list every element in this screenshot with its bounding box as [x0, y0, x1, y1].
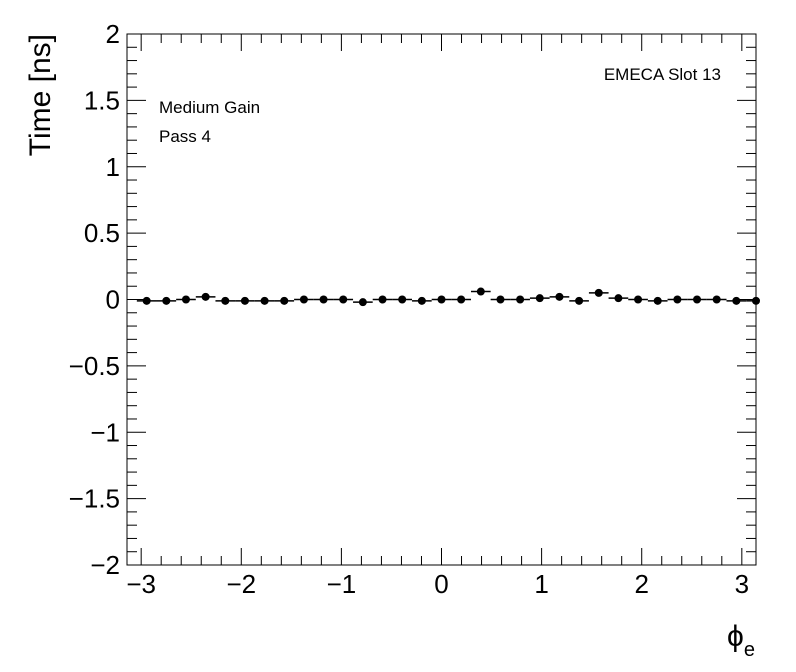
data-points: [136, 287, 760, 307]
data-point: [614, 294, 623, 303]
data-point: [142, 296, 151, 305]
data-point: [496, 295, 505, 304]
axis-ticks: [127, 33, 756, 566]
data-point: [240, 296, 249, 305]
y-tick-label: −1: [90, 417, 120, 447]
data-point: [378, 295, 387, 304]
data-point: [752, 296, 760, 305]
data-point: [594, 288, 603, 297]
data-point: [732, 296, 741, 305]
data-point: [634, 295, 643, 304]
data-point: [358, 298, 367, 307]
y-tick-label: 2: [106, 19, 120, 49]
data-point: [162, 296, 171, 305]
annotation-pass: Pass 4: [159, 127, 211, 146]
data-point: [555, 292, 564, 301]
data-point: [673, 295, 682, 304]
data-point: [181, 295, 190, 304]
data-point: [535, 294, 544, 303]
x-tick-label: 2: [634, 569, 648, 599]
y-tick-label: 1: [106, 152, 120, 182]
x-axis-title: ϕe: [727, 620, 755, 661]
data-point: [516, 295, 525, 304]
tick-labels: −3 −2 −1 0 1 2 3−2−1.5−1−0.500.511.52: [69, 19, 749, 599]
data-point: [280, 296, 289, 305]
data-point: [457, 295, 466, 304]
y-tick-label: −1.5: [69, 484, 120, 514]
annotation-slot: EMECA Slot 13: [604, 65, 721, 84]
data-point: [260, 296, 269, 305]
y-tick-label: −2: [90, 550, 120, 580]
data-point: [398, 295, 407, 304]
x-tick-label: 0: [434, 569, 448, 599]
data-point: [201, 292, 210, 301]
y-axis-title: Time [ns]: [24, 34, 57, 156]
data-point: [712, 295, 721, 304]
data-point: [299, 295, 308, 304]
data-point: [417, 296, 426, 305]
y-tick-label: 1.5: [84, 85, 120, 115]
x-axis-title-symbol: ϕ: [727, 620, 744, 653]
data-point: [319, 295, 328, 304]
y-tick-label: 0.5: [84, 218, 120, 248]
y-tick-label: −0.5: [69, 351, 120, 381]
data-point: [437, 295, 446, 304]
x-axis-title-subscript: e: [744, 639, 755, 661]
x-tick-label: −2: [226, 569, 256, 599]
data-point: [653, 296, 662, 305]
data-point: [221, 296, 230, 305]
data-point: [339, 295, 348, 304]
x-tick-label: 3: [735, 569, 749, 599]
annotation-gain: Medium Gain: [159, 98, 260, 117]
data-point: [693, 295, 702, 304]
y-tick-label: 0: [106, 285, 120, 315]
x-tick-label: −3: [126, 569, 156, 599]
data-point: [575, 296, 584, 305]
x-tick-label: 1: [534, 569, 548, 599]
data-point: [476, 287, 485, 296]
x-tick-label: −1: [327, 569, 357, 599]
